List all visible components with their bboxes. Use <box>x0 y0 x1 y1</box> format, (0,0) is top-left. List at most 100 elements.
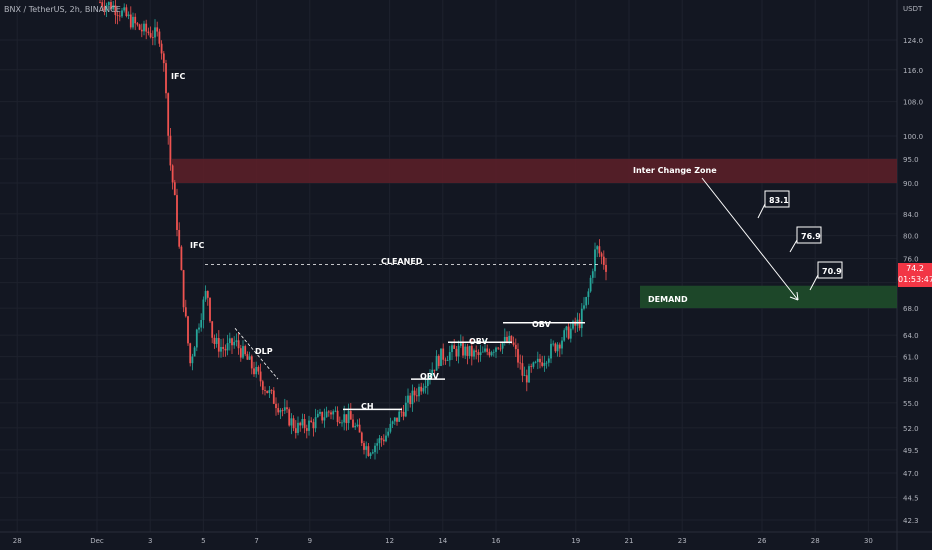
y-tick-label: 116.0 <box>903 67 923 75</box>
candle <box>519 354 522 370</box>
x-tick-label: Dec <box>90 537 104 545</box>
y-tick-label: 42.3 <box>903 517 919 525</box>
y-tick-label: 44.5 <box>903 494 919 502</box>
candle <box>360 431 363 447</box>
candle <box>415 388 418 402</box>
candle-body <box>499 348 502 350</box>
candle-body <box>248 356 251 360</box>
candle <box>556 342 559 357</box>
y-tick-label: 95.0 <box>903 156 919 164</box>
candle-body <box>420 386 423 392</box>
demand-zone <box>640 285 897 309</box>
x-tick-label: 5 <box>201 537 205 545</box>
candle <box>270 389 273 395</box>
candle <box>101 0 104 12</box>
candle-body <box>462 342 464 356</box>
candle <box>224 344 227 357</box>
candle-body <box>314 417 317 429</box>
candle-body <box>371 452 374 454</box>
candle-body <box>446 360 449 362</box>
bar-countdown: 01:53:47 <box>898 275 932 284</box>
y-tick-label: 49.5 <box>903 447 919 455</box>
candle <box>347 403 350 430</box>
candle-body <box>389 423 392 432</box>
candle <box>138 23 141 31</box>
candle <box>222 338 225 357</box>
candle-body <box>127 14 130 17</box>
candle-body <box>294 428 297 433</box>
candle-body <box>233 341 236 346</box>
candle <box>532 361 535 369</box>
candle <box>495 346 497 359</box>
candle-body <box>589 277 592 292</box>
candle <box>187 315 189 346</box>
candle <box>534 360 537 364</box>
candle <box>162 51 165 72</box>
candle <box>198 323 200 334</box>
candle-body <box>409 395 412 405</box>
candle <box>248 351 251 361</box>
candle <box>442 343 445 366</box>
candle-body <box>552 343 555 345</box>
candle-body <box>334 410 337 412</box>
candle-body <box>530 366 533 367</box>
candle-body <box>107 2 110 6</box>
candle-body <box>444 359 447 361</box>
candle-body <box>154 27 156 38</box>
candle <box>437 354 440 369</box>
candle-body <box>356 424 359 426</box>
candle-body <box>495 347 497 352</box>
candle-body <box>319 411 321 414</box>
candle-body <box>422 388 425 392</box>
candle <box>297 416 299 436</box>
candle-body <box>367 446 370 456</box>
candle <box>539 354 541 369</box>
candle <box>418 383 420 402</box>
last-price-badge: 74.2 01:53:47 <box>898 263 932 287</box>
candle <box>387 427 390 438</box>
candle-body <box>352 419 354 428</box>
candle-body <box>481 351 484 353</box>
candle-body <box>202 299 205 320</box>
candle <box>422 383 425 394</box>
callout-box <box>764 190 790 208</box>
callout-pointer <box>789 239 798 253</box>
callout-pointer <box>809 274 819 291</box>
candle <box>545 360 548 369</box>
candle-body <box>470 345 473 357</box>
y-tick-label: 84.0 <box>903 211 919 219</box>
candle-body <box>440 348 442 366</box>
annotation-label: DEMAND <box>648 295 688 304</box>
candle <box>105 2 108 17</box>
candle-body <box>565 326 568 331</box>
candle-body <box>490 352 493 356</box>
candle <box>587 288 590 305</box>
candle-body <box>369 453 372 456</box>
candle-body <box>246 354 249 360</box>
candle <box>259 363 262 387</box>
candle <box>169 128 172 171</box>
y-tick-label: 52.0 <box>903 425 919 433</box>
candle <box>180 245 183 271</box>
candle <box>209 297 211 323</box>
candle-body <box>464 346 467 356</box>
candle <box>321 411 324 424</box>
candle <box>332 409 335 420</box>
candle-body <box>404 402 407 417</box>
candle <box>413 387 416 403</box>
candle <box>475 345 478 360</box>
candle <box>462 336 464 359</box>
candle-body <box>488 351 491 356</box>
candle <box>354 422 357 430</box>
candle-body <box>226 343 229 351</box>
candle-body <box>523 375 526 377</box>
candle-body <box>327 411 330 413</box>
candle <box>407 388 409 412</box>
candle <box>323 408 326 428</box>
candle <box>398 408 401 423</box>
candle <box>393 417 396 425</box>
candle-body <box>213 337 216 344</box>
candle-body <box>206 291 209 298</box>
candle <box>275 397 277 416</box>
